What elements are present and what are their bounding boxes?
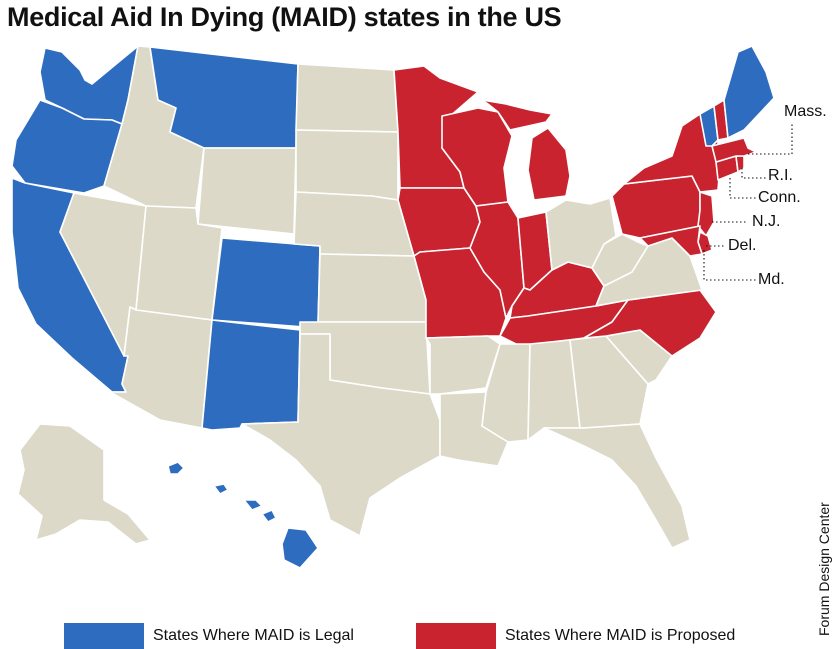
state-NC (583, 289, 717, 357)
state-MI-lower (527, 127, 571, 201)
state-RI (735, 155, 745, 173)
callout-label-md: Md. (758, 271, 785, 288)
state-IA (397, 187, 481, 257)
legend-swatch-proposed (416, 623, 496, 649)
state-VT (699, 105, 719, 147)
state-AR (425, 335, 501, 395)
state-KS (317, 253, 427, 323)
callout-md: Md. (703, 250, 785, 288)
state-ME (723, 45, 775, 139)
callout-label-nj: N.J. (752, 213, 780, 230)
state-IL (469, 201, 525, 319)
state-MT (149, 46, 299, 149)
legend-item-proposed: States Where MAID is Proposed (416, 623, 735, 649)
state-CO (211, 237, 321, 329)
callout-ri: R.I. (741, 167, 793, 184)
map-title: Medical Aid In Dying (MAID) states in th… (7, 2, 562, 32)
state-FL (543, 423, 691, 549)
callout-label-ma: Mass. (784, 103, 827, 120)
legend-swatch-legal (64, 623, 144, 649)
callout-ma: Mass. (748, 103, 827, 155)
state-SD (295, 129, 399, 201)
callout-label-ri: R.I. (768, 167, 793, 184)
callout-label-ct: Conn. (758, 189, 801, 206)
callout-label-de: Del. (728, 237, 756, 254)
state-HI-big (281, 527, 319, 569)
state-WY (197, 147, 297, 235)
legend-label-legal: States Where MAID is Legal (153, 627, 354, 644)
state-HI-kauai (167, 461, 185, 475)
state-MD (639, 225, 703, 257)
state-HI-maui (243, 499, 263, 511)
callout-nj: N.J. (712, 213, 780, 230)
state-HI-oahu (213, 483, 229, 495)
callout-de: Del. (706, 237, 756, 254)
state-MA (711, 137, 757, 163)
callout-ct: Conn. (729, 178, 801, 206)
legend-label-proposed: States Where MAID is Proposed (505, 627, 736, 644)
state-OH (545, 197, 617, 271)
state-HI-molokai (261, 509, 277, 523)
state-TX (241, 333, 441, 537)
state-NM (201, 319, 301, 431)
state-AK (17, 423, 151, 545)
state-NJ (697, 191, 715, 237)
state-MI (481, 99, 553, 131)
legend-item-legal: States Where MAID is Legal (64, 623, 354, 649)
state-ND (295, 63, 399, 133)
credit-text: Forum Design Center (816, 502, 832, 636)
